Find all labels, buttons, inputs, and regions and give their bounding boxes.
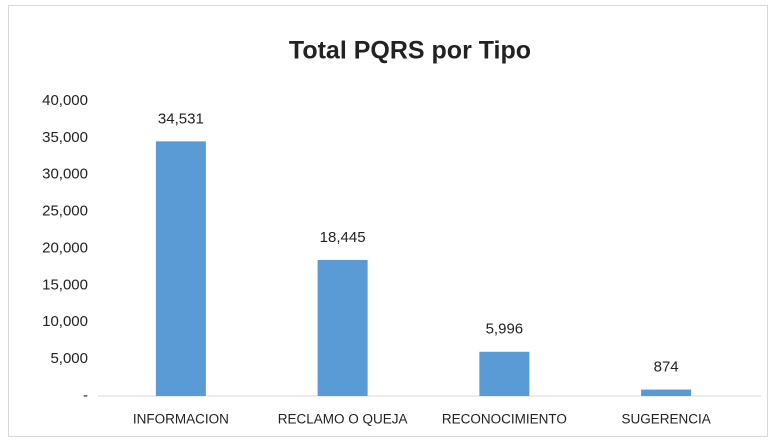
data-label: 874: [654, 359, 679, 376]
bar: [641, 389, 692, 396]
y-tick-label: 10,000: [42, 313, 88, 330]
y-tick-label: -: [83, 387, 88, 404]
bar: [317, 259, 368, 396]
data-label: 5,996: [486, 321, 524, 338]
y-tick-label: 15,000: [42, 276, 88, 293]
y-tick-label: 40,000: [42, 92, 88, 109]
data-label: 34,531: [158, 110, 204, 127]
x-tick-label: SUGERENCIA: [621, 412, 710, 427]
bar: [155, 141, 206, 396]
data-label: 18,445: [320, 229, 366, 246]
bar: [479, 351, 530, 396]
x-tick-label: INFORMACION: [133, 412, 229, 427]
y-tick-label: 30,000: [42, 166, 88, 183]
chart-title: Total PQRS por Tipo: [289, 37, 531, 65]
chart-border: [8, 5, 768, 437]
y-tick-label: 25,000: [42, 203, 88, 220]
y-tick-label: 35,000: [42, 129, 88, 146]
y-tick-label: 5,000: [50, 350, 88, 367]
y-tick-label: 20,000: [42, 239, 88, 256]
x-tick-label: RECONOCIMIENTO: [442, 412, 567, 427]
x-tick-label: RECLAMO O QUEJA: [278, 412, 408, 427]
